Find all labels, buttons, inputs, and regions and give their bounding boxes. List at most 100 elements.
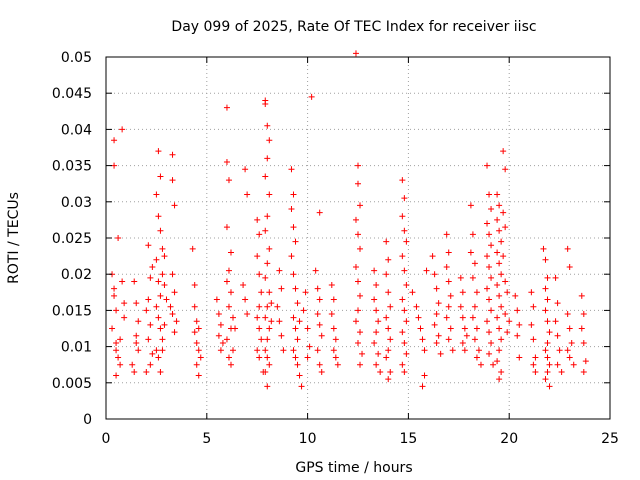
data-point	[218, 347, 224, 353]
data-point	[194, 362, 200, 368]
data-point	[383, 239, 389, 245]
data-point	[484, 286, 490, 292]
data-point	[486, 264, 492, 270]
data-point	[297, 373, 303, 379]
data-point	[264, 260, 270, 266]
data-point	[545, 275, 551, 281]
data-point	[319, 333, 325, 339]
y-tick-label: 0.035	[52, 159, 92, 175]
data-point	[496, 260, 502, 266]
data-point	[502, 166, 508, 172]
data-point	[474, 289, 480, 295]
data-point	[415, 315, 421, 321]
data-point	[258, 289, 264, 295]
data-point	[399, 213, 405, 219]
data-point	[553, 318, 559, 324]
data-point	[157, 228, 163, 234]
data-point	[385, 376, 391, 382]
data-point	[530, 336, 536, 342]
data-point	[373, 329, 379, 335]
y-tick-label: 0.01	[61, 340, 92, 356]
y-axis-label: ROTI / TECUs	[6, 192, 22, 284]
data-point	[266, 326, 272, 332]
data-point	[276, 268, 282, 274]
y-tick-labels: 00.0050.010.0150.020.0250.030.0350.040.0…	[52, 50, 92, 428]
data-point	[490, 362, 496, 368]
data-point	[218, 322, 224, 328]
data-point	[504, 329, 510, 335]
data-point	[135, 318, 141, 324]
data-point	[540, 246, 546, 252]
data-point	[500, 148, 506, 154]
data-point	[486, 231, 492, 237]
data-point	[474, 326, 480, 332]
data-point	[488, 340, 494, 346]
data-point	[161, 253, 167, 259]
data-point	[472, 260, 478, 266]
data-point	[486, 329, 492, 335]
data-point	[228, 289, 234, 295]
data-point	[555, 333, 561, 339]
data-point	[170, 271, 176, 277]
data-point	[262, 315, 268, 321]
data-point	[117, 336, 123, 342]
data-point	[462, 326, 468, 332]
data-point	[159, 347, 165, 353]
data-point	[268, 318, 274, 324]
data-point	[401, 307, 407, 313]
data-point	[295, 362, 301, 368]
data-point	[460, 315, 466, 321]
data-point	[315, 347, 321, 353]
data-point	[121, 315, 127, 321]
data-point	[266, 246, 272, 252]
data-point	[256, 304, 262, 310]
data-point	[264, 383, 270, 389]
data-point	[530, 304, 536, 310]
data-point	[488, 307, 494, 313]
data-point	[502, 278, 508, 284]
data-point	[198, 354, 204, 360]
data-point	[436, 300, 442, 306]
data-point	[498, 271, 504, 277]
data-point	[230, 347, 236, 353]
data-point	[288, 253, 294, 259]
data-point	[293, 354, 299, 360]
data-point	[244, 192, 250, 198]
data-point	[317, 362, 323, 368]
data-point	[288, 206, 294, 212]
data-point	[290, 315, 296, 321]
y-tick-label: 0.005	[52, 376, 92, 392]
data-point	[569, 340, 575, 346]
y-tick-label: 0.05	[61, 50, 92, 66]
data-point	[375, 351, 381, 357]
data-point	[290, 192, 296, 198]
data-point	[216, 311, 222, 317]
data-point	[448, 293, 454, 299]
data-point	[224, 159, 230, 165]
data-point	[262, 347, 268, 353]
data-point	[168, 304, 174, 310]
data-point	[460, 289, 466, 295]
data-point	[409, 289, 415, 295]
data-point	[290, 271, 296, 277]
data-point	[131, 278, 137, 284]
data-point	[299, 383, 305, 389]
data-point	[353, 50, 359, 56]
data-point	[331, 326, 337, 332]
data-point	[403, 239, 409, 245]
data-point	[530, 362, 536, 368]
data-point	[174, 318, 180, 324]
data-point	[547, 362, 553, 368]
data-point	[383, 271, 389, 277]
data-point	[194, 318, 200, 324]
y-tick-label: 0.025	[52, 231, 92, 247]
data-point	[436, 333, 442, 339]
data-point	[335, 362, 341, 368]
data-point	[496, 202, 502, 208]
data-point	[226, 354, 232, 360]
data-point	[190, 246, 196, 252]
data-point	[113, 373, 119, 379]
data-point	[172, 202, 178, 208]
data-point	[280, 347, 286, 353]
data-point	[153, 192, 159, 198]
